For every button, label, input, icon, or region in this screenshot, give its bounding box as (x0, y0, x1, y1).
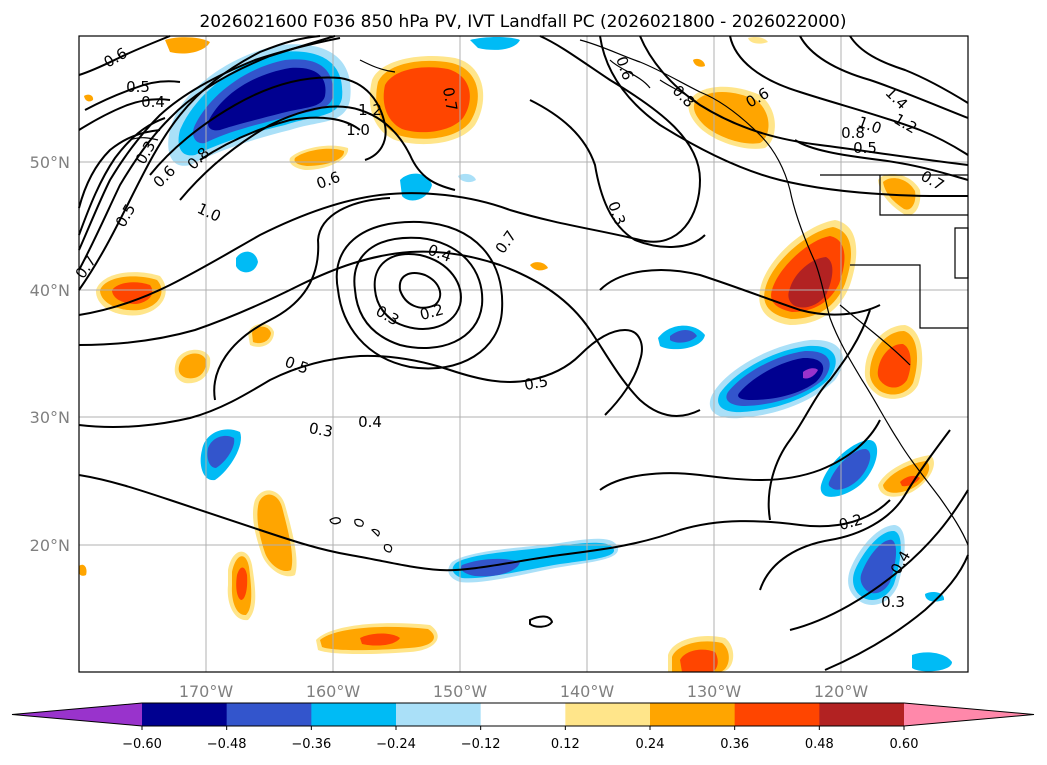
contour-label: 0.5 (126, 78, 150, 96)
colorbar-extend-low (12, 703, 142, 726)
map-panel: 0.6 0.5 0.4 1.2 1.0 0.7 0.3 0.6 0.8 1.0 … (72, 35, 969, 673)
contour-label: 1.0 (346, 121, 370, 139)
colorbar-tick-label: −0.60 (122, 737, 162, 752)
colorbar-tick-label: −0.12 (461, 737, 501, 752)
colorbar-tick-label: 0.48 (805, 737, 834, 752)
contour-label: 0.5 (853, 139, 877, 157)
latitude-tick-labels: 50°N 40°N 30°N 20°N (30, 153, 70, 555)
colorbar-segment (734, 703, 820, 726)
contour-label: 0.5 (523, 372, 550, 394)
colorbar: −0.60 −0.48 −0.36 −0.24 −0.12 0.12 0.24 0.36 0.4… (11, 702, 1035, 752)
colorbar-tick-label: 0.12 (551, 737, 580, 752)
lat-tick-label: 30°N (30, 408, 70, 427)
lon-tick-label: 140°W (560, 682, 615, 701)
colorbar-extend-high (904, 703, 1034, 726)
coastlines (129, 39, 969, 553)
contour-label: 0.2 (418, 300, 446, 324)
contour-label: 0.4 (358, 413, 382, 431)
colorbar-tick-label: −0.36 (291, 737, 331, 752)
contour-label: 0.3 (308, 419, 335, 441)
contour-label: 0.7 (439, 86, 461, 113)
map-title: 2026021600 F036 850 hPa PV, IVT Landfall… (199, 12, 846, 32)
colorbar-segment (819, 703, 905, 726)
lon-tick-label: 120°W (814, 682, 869, 701)
colorbar-segment (650, 703, 736, 726)
contour-label: 0.3 (881, 593, 905, 611)
contour-label: 1.2 (358, 101, 382, 119)
lon-tick-label: 170°W (179, 682, 234, 701)
colorbar-tick-label: 0.60 (890, 737, 919, 752)
lat-tick-label: 20°N (30, 536, 70, 555)
lon-tick-label: 130°W (687, 682, 742, 701)
colorbar-segment (311, 703, 397, 726)
contour-label: 0.8 (841, 124, 865, 142)
colorbar-tick-label: 0.24 (636, 737, 665, 752)
colorbar-segment (396, 703, 482, 726)
colorbar-segment (142, 703, 228, 726)
lat-tick-label: 50°N (30, 153, 70, 172)
contour-label: 0.4 (141, 93, 165, 111)
pv-contours (78, 35, 969, 671)
colorbar-segment (565, 703, 651, 726)
colorbar-tick-label: −0.24 (376, 737, 416, 752)
colorbar-tick-label: −0.48 (207, 737, 247, 752)
negative-anomaly-shading (168, 37, 952, 672)
longitude-tick-labels: 170°W 160°W 150°W 140°W 130°W 120°W (179, 682, 869, 701)
lon-tick-label: 160°W (306, 682, 361, 701)
lon-tick-label: 150°W (433, 682, 488, 701)
colorbar-segment (480, 703, 566, 726)
gridlines (79, 36, 968, 672)
contour-label: 0.2 (837, 510, 865, 534)
positive-anomaly-shading (79, 37, 934, 672)
colorbar-segment (226, 703, 312, 726)
lat-tick-label: 40°N (30, 281, 70, 300)
colorbar-tick-label: 0.36 (720, 737, 749, 752)
